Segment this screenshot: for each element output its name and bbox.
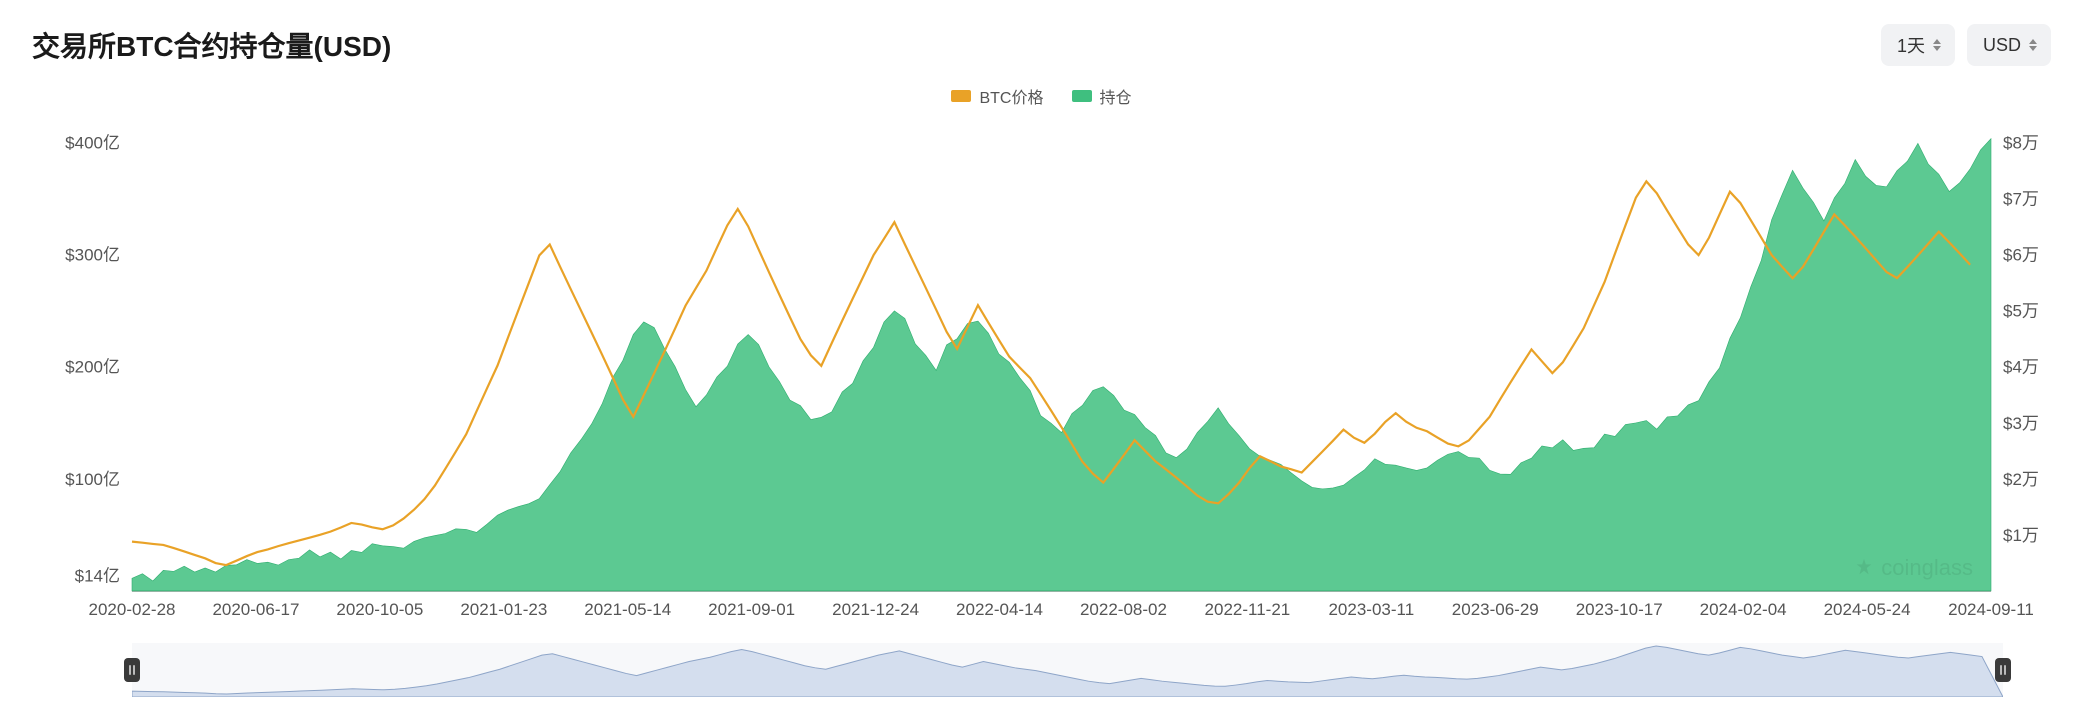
chart-plot-area[interactable]: $14亿 $100亿 $200亿 $300亿 $400亿 $1万 $2万 $3万 $4万 $5万 $… <box>32 110 2051 631</box>
chart-legend: BTC价格 持仓 <box>0 78 2083 110</box>
svg-text:$100亿: $100亿 <box>65 470 120 489</box>
svg-text:$6万: $6万 <box>2003 246 2039 265</box>
svg-text:2021-01-23: 2021-01-23 <box>460 600 547 619</box>
svg-text:2022-04-14: 2022-04-14 <box>956 600 1043 619</box>
updown-icon <box>1933 39 1941 51</box>
svg-text:$300亿: $300亿 <box>65 246 120 265</box>
chart-svg: $14亿 $100亿 $200亿 $300亿 $400亿 $1万 $2万 $3万 $4万 $5万 $… <box>32 110 2051 631</box>
interval-selector-label: 1天 <box>1897 32 1925 58</box>
svg-text:2022-11-21: 2022-11-21 <box>1205 600 1291 619</box>
legend-item-price[interactable]: BTC价格 <box>951 84 1043 108</box>
svg-text:2020-02-28: 2020-02-28 <box>89 600 176 619</box>
svg-text:$5万: $5万 <box>2003 302 2039 321</box>
legend-label-price: BTC价格 <box>979 84 1043 108</box>
svg-text:$7万: $7万 <box>2003 190 2039 209</box>
legend-item-oi[interactable]: 持仓 <box>1072 84 1132 108</box>
svg-text:$1万: $1万 <box>2003 526 2039 545</box>
svg-text:$400亿: $400亿 <box>65 133 120 152</box>
legend-swatch-price <box>951 90 971 102</box>
chart-controls: 1天 USD <box>1881 24 2051 66</box>
navigator-handle-right[interactable] <box>1995 658 2011 682</box>
interval-selector[interactable]: 1天 <box>1881 24 1955 66</box>
currency-selector[interactable]: USD <box>1967 24 2051 66</box>
svg-text:2021-12-24: 2021-12-24 <box>832 600 919 619</box>
svg-text:2022-08-02: 2022-08-02 <box>1080 600 1167 619</box>
svg-text:2024-02-04: 2024-02-04 <box>1700 600 1787 619</box>
navigator-handle-left[interactable] <box>124 658 140 682</box>
svg-text:2024-09-11: 2024-09-11 <box>1948 600 2034 619</box>
navigator-svg <box>132 643 2003 697</box>
svg-text:2021-09-01: 2021-09-01 <box>708 600 795 619</box>
svg-text:$3万: $3万 <box>2003 414 2039 433</box>
legend-swatch-oi <box>1072 90 1092 102</box>
legend-label-oi: 持仓 <box>1100 84 1132 108</box>
chart-title: 交易所BTC合约持仓量(USD) <box>32 25 391 65</box>
svg-text:$14亿: $14亿 <box>75 566 120 585</box>
svg-text:2023-06-29: 2023-06-29 <box>1452 600 1539 619</box>
svg-text:$200亿: $200亿 <box>65 358 120 377</box>
svg-text:2023-10-17: 2023-10-17 <box>1576 600 1663 619</box>
range-navigator[interactable] <box>132 643 2003 697</box>
svg-text:2020-10-05: 2020-10-05 <box>336 600 423 619</box>
svg-text:$4万: $4万 <box>2003 358 2039 377</box>
svg-text:2023-03-11: 2023-03-11 <box>1328 600 1414 619</box>
currency-selector-label: USD <box>1983 35 2021 56</box>
svg-text:2024-05-24: 2024-05-24 <box>1824 600 1911 619</box>
updown-icon <box>2029 39 2037 51</box>
chart-header: 交易所BTC合约持仓量(USD) 1天 USD <box>0 0 2083 78</box>
svg-text:2020-06-17: 2020-06-17 <box>212 600 299 619</box>
svg-text:$8万: $8万 <box>2003 133 2039 152</box>
svg-text:2021-05-14: 2021-05-14 <box>584 600 671 619</box>
svg-text:$2万: $2万 <box>2003 470 2039 489</box>
